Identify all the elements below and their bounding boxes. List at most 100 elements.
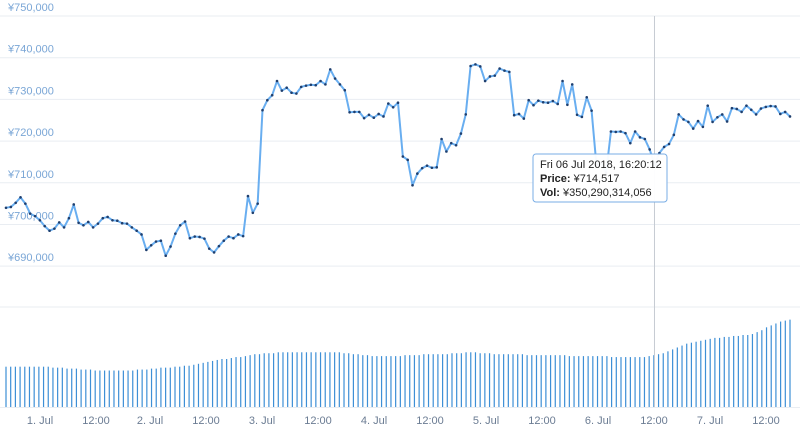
price-point <box>19 196 22 199</box>
price-point <box>643 137 647 141</box>
price-point <box>280 89 284 92</box>
volume-bar <box>432 354 434 407</box>
price-point <box>725 120 729 123</box>
volume-bar <box>737 335 739 407</box>
price-point <box>546 101 550 105</box>
price-point <box>609 130 613 133</box>
price-point <box>445 150 448 153</box>
price-point <box>420 166 424 170</box>
volume-bar <box>695 341 697 407</box>
volume-bar <box>639 357 641 407</box>
volume-bar <box>272 353 275 407</box>
volume-bar <box>366 355 369 407</box>
price-point <box>183 220 187 223</box>
price-point <box>72 203 76 206</box>
volume-bar <box>188 365 190 407</box>
price-point <box>193 235 197 238</box>
price-point <box>82 223 85 227</box>
price-point <box>662 145 666 149</box>
price-point <box>469 64 472 68</box>
price-point <box>328 68 332 71</box>
volume-bar <box>709 338 711 407</box>
price-point <box>232 236 235 240</box>
price-point <box>111 218 114 222</box>
volume-bar <box>5 366 7 407</box>
price-point <box>425 164 429 167</box>
price-point <box>430 166 434 170</box>
price-point <box>357 110 361 114</box>
volume-bar <box>503 354 505 407</box>
volume-bar <box>38 366 40 407</box>
volume-bar <box>47 366 49 407</box>
price-point <box>566 103 569 107</box>
volume-bar <box>446 354 448 407</box>
volume-bar <box>620 357 622 407</box>
price-point <box>527 98 530 102</box>
price-point <box>57 221 61 224</box>
volume-bar <box>33 366 35 407</box>
price-point <box>532 103 535 107</box>
volume-bar <box>554 355 556 407</box>
price-point <box>377 112 380 116</box>
price-point <box>454 143 458 147</box>
price-point <box>541 101 545 104</box>
price-markers <box>4 63 792 258</box>
volume-bar <box>324 352 326 407</box>
volume-bar <box>113 370 115 407</box>
price-point <box>256 202 259 205</box>
x-tick-label: 6. Jul <box>585 415 611 427</box>
price-point <box>440 137 443 141</box>
volume-bar <box>249 355 251 407</box>
price-point <box>86 220 90 224</box>
volume-bar <box>19 366 21 407</box>
volume-bar <box>179 366 181 407</box>
volume-bar <box>507 354 509 407</box>
volume-bar <box>751 334 754 407</box>
y-tick-label: ¥710,000 <box>7 169 54 181</box>
price-point <box>619 130 622 133</box>
price-point <box>96 222 100 225</box>
volume-bar <box>132 370 134 407</box>
price-point <box>449 141 453 145</box>
price-point <box>537 99 540 102</box>
volume-bar <box>141 369 143 407</box>
volume-bar <box>676 347 678 407</box>
price-point <box>401 155 405 158</box>
volume-bar <box>57 367 59 407</box>
price-point <box>474 63 477 66</box>
volume-bar <box>484 353 486 407</box>
price-point <box>672 133 676 137</box>
volume-bar <box>545 355 547 407</box>
price-point <box>478 65 482 68</box>
price-point <box>145 248 148 252</box>
price-point <box>149 244 153 247</box>
y-tick-label: ¥750,000 <box>7 2 54 14</box>
volume-bar <box>94 370 96 407</box>
price-point <box>570 83 574 86</box>
volume-bar <box>254 354 256 407</box>
volume-bar <box>329 352 331 407</box>
price-line-series[interactable] <box>5 63 791 257</box>
y-tick-label: ¥700,000 <box>7 210 54 222</box>
price-point <box>706 104 710 107</box>
price-point <box>120 221 124 225</box>
volume-bar <box>244 356 247 407</box>
x-tick-label: 2. Jul <box>137 415 163 427</box>
volume-bar <box>282 352 284 407</box>
volume-bar <box>780 321 782 407</box>
price-point <box>711 120 714 124</box>
price-point <box>309 83 313 87</box>
volume-bar <box>512 354 514 407</box>
volume-bar <box>573 356 575 407</box>
price-point <box>749 108 753 112</box>
price-point <box>691 127 695 130</box>
volume-bar <box>296 352 298 407</box>
volume-bar <box>348 353 350 407</box>
price-point <box>667 142 671 146</box>
volume-bar <box>747 335 749 407</box>
volume-bar <box>564 355 566 407</box>
price-point <box>319 79 322 83</box>
volume-bar <box>700 340 702 407</box>
volume-bar <box>728 336 730 407</box>
